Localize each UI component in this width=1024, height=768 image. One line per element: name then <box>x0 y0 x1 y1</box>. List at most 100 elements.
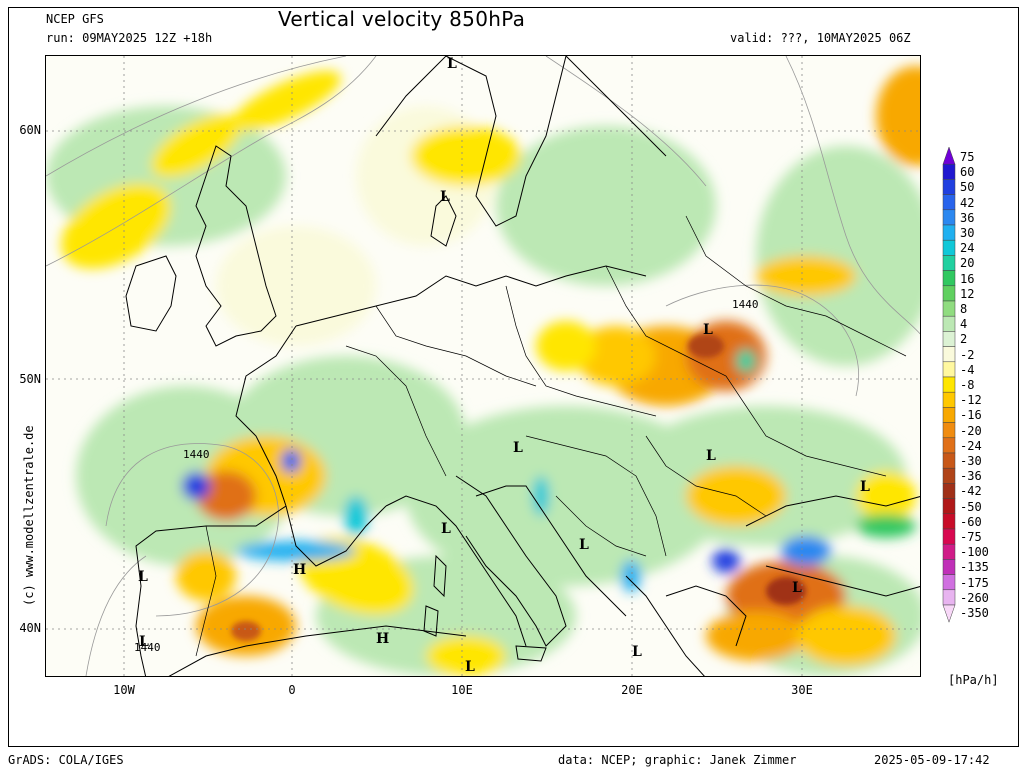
legend-swatch <box>942 315 956 332</box>
legend-level-label: 75 <box>960 150 975 164</box>
run-label: run: 09MAY2025 12Z +18h <box>46 31 213 45</box>
graticule <box>46 56 920 676</box>
legend-level-label: 20 <box>960 256 975 271</box>
pressure-center-low: L <box>513 440 523 456</box>
legend-swatch <box>942 146 956 165</box>
legend-level-label: -75 <box>960 530 982 544</box>
contour-labels: 1440 1440 1440 <box>134 298 759 654</box>
pressure-centers: L L L L L L L L L L L L H H L <box>138 56 870 675</box>
legend-level-label: 36 <box>960 210 975 225</box>
pressure-center-low: L <box>632 644 642 660</box>
legend-swatch <box>942 255 956 271</box>
weather-map: L L L L L L L L L L L L H H L 1440 1440 … <box>45 55 921 677</box>
pressure-center-low: L <box>465 659 475 675</box>
legend-swatch <box>942 543 956 560</box>
legend-swatch <box>942 498 956 515</box>
pressure-center-low: L <box>440 189 450 205</box>
legend-swatch <box>942 513 956 530</box>
lon-label-0: 0 <box>288 683 296 697</box>
contour-label: 1440 <box>134 641 161 654</box>
legend-swatch <box>942 437 956 454</box>
lon-label-20e: 20E <box>621 683 643 697</box>
model-label: NCEP GFS <box>46 12 104 26</box>
legend-level-label: 50 <box>960 180 975 195</box>
legend-level-label: -36 <box>960 469 982 484</box>
pressure-center-low: L <box>860 479 870 495</box>
legend-colorbar <box>942 146 956 623</box>
contour-label: 1440 <box>732 298 759 311</box>
figure-frame <box>8 7 1019 747</box>
legend-swatch <box>942 422 956 439</box>
legend-swatch <box>942 452 956 469</box>
legend-swatch <box>942 163 956 180</box>
legend-level-label: -175 <box>960 575 989 590</box>
map-title: Vertical velocity 850hPa <box>278 7 526 31</box>
footer-data-credit: data: NCEP; graphic: Janek Zimmer <box>558 753 797 767</box>
pressure-center-high: H <box>293 562 306 578</box>
legend-level-label: 42 <box>960 195 975 210</box>
legend-swatch <box>942 483 956 499</box>
map-canvas: L L L L L L L L L L L L H H L 1440 1440 … <box>46 56 920 676</box>
legend-level-label: 2 <box>960 332 968 347</box>
legend-level-label: -20 <box>960 423 982 438</box>
pressure-center-low: L <box>703 322 713 338</box>
legend-level-label: -30 <box>960 454 982 468</box>
legend-swatch <box>942 467 956 484</box>
legend-level-label: -100 <box>960 545 989 560</box>
legend-level-label: 60 <box>960 165 975 180</box>
legend-swatch <box>942 239 956 256</box>
legend-level-label: -24 <box>960 438 982 453</box>
legend-swatch <box>942 346 956 363</box>
legend-level-label: -42 <box>960 484 982 499</box>
color-legend: 75 60 50 42 36 30 24 20 16 12 8 4 2 -2 -4 -8 -12 -16 -20 -2… <box>940 137 1020 627</box>
lat-label-60n: 60N <box>19 123 41 137</box>
geopotential-contours <box>46 56 920 676</box>
legend-level-label: -12 <box>960 393 982 408</box>
legend-swatch <box>942 300 956 317</box>
footer-timestamp: 2025-05-09-17:42 <box>874 753 990 767</box>
legend-level-label: 4 <box>960 317 968 332</box>
legend-swatch <box>942 604 956 623</box>
contour-label: 1440 <box>183 448 210 461</box>
legend-swatch <box>942 376 956 393</box>
legend-swatch <box>942 361 956 378</box>
pressure-center-low: L <box>138 569 148 585</box>
legend-swatch <box>942 528 956 545</box>
legend-level-label: -260 <box>960 590 989 605</box>
legend-level-label: -50 <box>960 499 982 514</box>
lon-label-10w: 10W <box>113 683 135 697</box>
legend-level-label: -8 <box>960 378 975 392</box>
legend-level-label: -4 <box>960 362 975 377</box>
valid-label: valid: ???, 10MAY2025 06Z <box>730 31 911 45</box>
pressure-center-low: L <box>792 580 802 596</box>
legend-swatch <box>942 285 956 302</box>
legend-level-label: -135 <box>960 560 989 575</box>
legend-swatch <box>942 209 956 226</box>
legend-level-label: 24 <box>960 241 975 256</box>
legend-level-label: -2 <box>960 347 975 362</box>
lat-label-50n: 50N <box>19 372 41 386</box>
lat-label-40n: 40N <box>19 621 41 635</box>
legend-level-label: -60 <box>960 514 982 529</box>
legend-level-label: 12 <box>960 286 975 301</box>
lon-label-30e: 30E <box>791 683 813 697</box>
footer-software: GrADS: COLA/IGES <box>8 753 124 767</box>
legend-swatch <box>942 224 956 241</box>
pressure-center-low: L <box>706 448 716 464</box>
legend-swatch <box>942 391 956 408</box>
legend-level-label: -350 <box>960 606 989 620</box>
pressure-center-high: H <box>376 631 389 647</box>
country-borders <box>195 215 907 657</box>
legend-level-label: 8 <box>960 302 968 316</box>
legend-level-label: 30 <box>960 226 975 240</box>
legend-swatch <box>942 194 956 211</box>
legend-swatch <box>942 574 956 591</box>
legend-level-label: -16 <box>960 408 982 423</box>
pressure-center-low: L <box>441 521 451 537</box>
pressure-center-low: L <box>139 634 149 650</box>
legend-level-label: 16 <box>960 271 975 286</box>
legend-swatch <box>942 179 956 195</box>
legend-swatch <box>942 559 956 575</box>
coastlines <box>125 56 920 676</box>
legend-swatch <box>942 407 956 423</box>
